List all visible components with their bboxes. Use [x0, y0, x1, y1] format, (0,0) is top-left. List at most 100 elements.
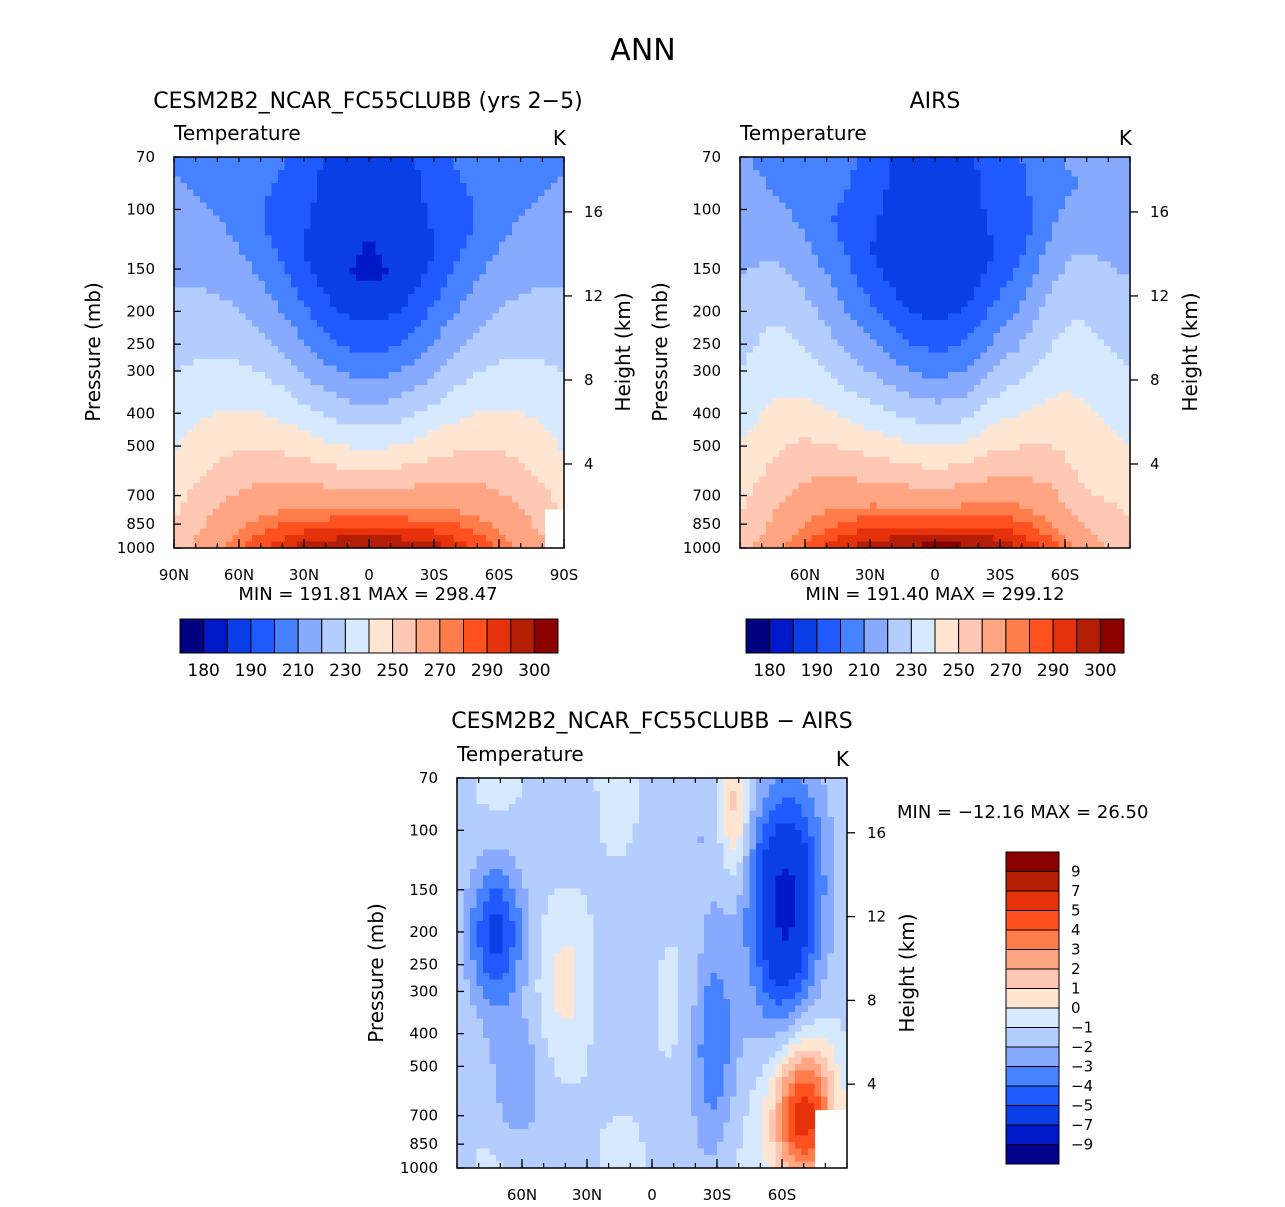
- field-cell: [837, 534, 845, 543]
- field-cell: [779, 534, 787, 543]
- field-cell: [811, 300, 819, 308]
- field-cell: [427, 183, 435, 191]
- field-cell: [798, 417, 806, 425]
- field-cell: [180, 241, 188, 249]
- field-cell: [408, 274, 416, 282]
- field-cell: [414, 450, 422, 458]
- field-cell: [291, 359, 299, 367]
- field-cell: [557, 489, 565, 497]
- field-cell: [831, 293, 839, 301]
- field-cell: [453, 378, 461, 386]
- field-cell: [174, 248, 182, 256]
- field-cell: [414, 528, 422, 536]
- field-cell: [518, 456, 526, 464]
- field-cell: [863, 541, 871, 549]
- field-cell: [525, 170, 533, 178]
- field-cell: [362, 345, 370, 354]
- field-cell: [369, 385, 377, 393]
- field-cell: [492, 326, 500, 334]
- field-cell: [200, 541, 208, 549]
- field-cell: [401, 469, 409, 477]
- field-cell: [356, 209, 364, 217]
- field-cell: [811, 183, 819, 191]
- field-cell: [551, 469, 559, 477]
- field-cell: [473, 215, 481, 223]
- field-cell: [421, 398, 429, 406]
- field-cell: [824, 365, 832, 373]
- field-cell: [252, 502, 260, 510]
- field-cell: [382, 157, 390, 165]
- field-cell: [369, 183, 377, 191]
- field-cell: [531, 287, 539, 295]
- field-cell: [369, 476, 377, 484]
- field-cell: [460, 332, 468, 341]
- field-cell: [837, 443, 845, 451]
- field-cell: [245, 287, 253, 295]
- field-cell: [388, 176, 396, 184]
- field-cell: [473, 176, 481, 184]
- field-cell: [317, 534, 325, 543]
- field-cell: [766, 163, 774, 171]
- field-cell: [460, 222, 468, 230]
- field-cell: [466, 235, 474, 243]
- field-cell: [408, 411, 416, 419]
- field-cell: [174, 502, 182, 510]
- field-cell: [805, 280, 813, 288]
- field-cell: [278, 469, 286, 477]
- field-cell: [284, 157, 292, 165]
- field-cell: [440, 332, 448, 341]
- field-cell: [518, 411, 526, 419]
- field-cell: [401, 319, 409, 328]
- field-cell: [330, 359, 338, 367]
- field-cell: [310, 476, 318, 484]
- field-cell: [531, 456, 539, 464]
- field-cell: [232, 528, 240, 536]
- field-cell: [206, 502, 214, 510]
- field-cell: [284, 189, 292, 197]
- field-cell: [297, 209, 305, 217]
- field-cell: [265, 300, 273, 308]
- field-cell: [349, 345, 357, 354]
- field-cell: [408, 521, 416, 530]
- field-cell: [187, 495, 195, 503]
- field-cell: [551, 424, 559, 432]
- field-cell: [245, 521, 253, 530]
- field-cell: [174, 365, 182, 373]
- field-cell: [193, 306, 201, 314]
- field-cell: [525, 345, 533, 354]
- field-cell: [453, 398, 461, 406]
- field-cell: [746, 411, 754, 419]
- field-cell: [297, 469, 305, 477]
- field-cell: [278, 157, 286, 165]
- field-cell: [180, 196, 188, 204]
- field-cell: [434, 241, 442, 249]
- field-cell: [766, 378, 774, 386]
- field-cell: [252, 352, 260, 360]
- field-cell: [824, 482, 832, 490]
- field-cell: [544, 476, 552, 484]
- field-cell: [460, 267, 468, 275]
- field-cell: [395, 541, 403, 549]
- field-cell: [206, 430, 214, 438]
- field-cell: [200, 222, 208, 230]
- field-cell: [239, 385, 247, 393]
- field-cell: [349, 176, 357, 184]
- field-cell: [479, 306, 487, 314]
- field-cell: [395, 411, 403, 419]
- field-cell: [544, 306, 552, 314]
- field-cell: [369, 378, 377, 386]
- field-cell: [824, 235, 832, 243]
- field-cell: [336, 222, 344, 230]
- y-right-tick-label: 4: [584, 455, 594, 473]
- field-cell: [798, 235, 806, 243]
- field-cell: [805, 176, 813, 184]
- field-cell: [805, 326, 813, 334]
- field-cell: [258, 398, 266, 406]
- field-cell: [330, 502, 338, 510]
- field-cell: [453, 502, 461, 510]
- field-cell: [388, 267, 396, 275]
- field-cell: [850, 215, 858, 223]
- field-cell: [258, 163, 266, 171]
- field-cell: [356, 228, 364, 236]
- field-cell: [369, 443, 377, 451]
